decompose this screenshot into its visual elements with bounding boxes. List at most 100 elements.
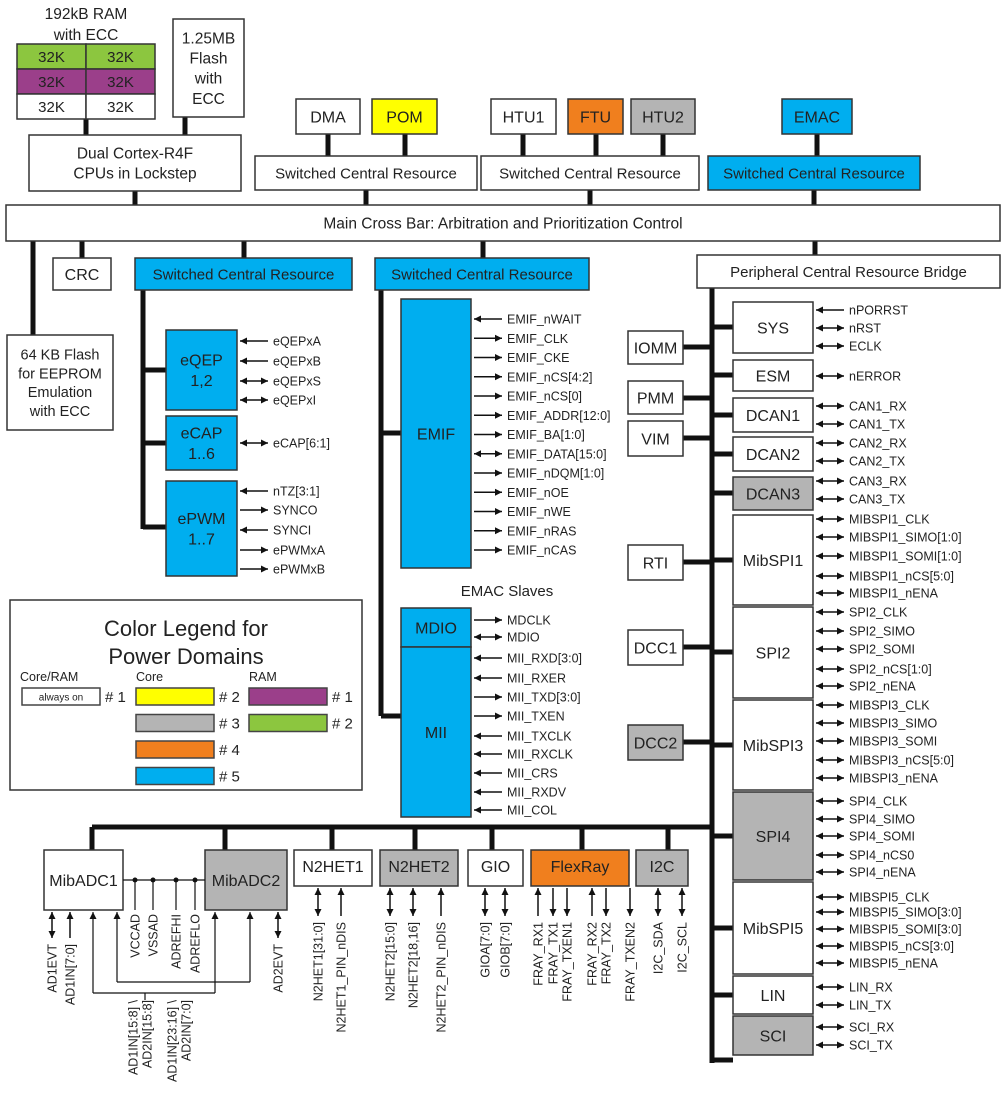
signal-label: MDIO xyxy=(507,631,540,645)
signal-label: MII_CRS xyxy=(507,767,558,781)
signal-label: FRAY_RX1 xyxy=(532,922,546,986)
arrow-head xyxy=(837,533,844,541)
arrow-head xyxy=(837,457,844,465)
signal-label: MII_TXD[3:0] xyxy=(507,691,581,705)
block-scr3 xyxy=(707,155,921,191)
signal-label: AD1IN[7:0] xyxy=(64,944,78,1005)
ram-title: with ECC xyxy=(53,27,119,44)
signal-label: MIBSPI1_SIMO[1:0] xyxy=(849,531,962,545)
signal-label: MIBSPI1_CLK xyxy=(849,513,930,527)
arrow-head xyxy=(837,572,844,580)
arrow-head xyxy=(409,909,417,916)
arrow-head xyxy=(816,420,823,428)
signal-label: LIN_TX xyxy=(849,999,892,1013)
block-label-flash: Flash xyxy=(190,51,228,68)
arrow-head xyxy=(261,396,268,404)
adc-shared-label: AD1IN[23:16] \ xyxy=(166,999,180,1082)
arrow-head xyxy=(816,495,823,503)
arrow-head xyxy=(588,888,596,895)
arrow-head xyxy=(837,959,844,967)
signal-label: MIBSPI1_nCS[5:0] xyxy=(849,570,954,584)
arrow-head xyxy=(474,806,481,814)
arrow-head xyxy=(481,888,489,895)
arrow-head xyxy=(501,888,509,895)
block-label-htu1: HTU1 xyxy=(503,109,545,126)
block-label-cpu: Dual Cortex-R4F xyxy=(77,146,193,163)
signal-label: SPI4_nCS0 xyxy=(849,849,914,863)
block-label-flash64: with ECC xyxy=(29,404,90,420)
arrow-head xyxy=(495,354,502,361)
arrow-head xyxy=(495,450,502,458)
block-label-dcc2: DCC2 xyxy=(634,735,678,752)
signal-label: MII_RXD[3:0] xyxy=(507,652,582,666)
arrow-head xyxy=(816,306,823,314)
arrow-head xyxy=(409,888,417,895)
block-pmm xyxy=(627,380,684,415)
arrow-head xyxy=(534,888,542,895)
block-label-mibadc2: MibADC2 xyxy=(212,873,281,890)
block-flash xyxy=(172,18,245,118)
signal-label: FRAY_TX1 xyxy=(547,922,561,984)
arrow-head xyxy=(314,909,322,916)
arrow-head xyxy=(837,701,844,709)
block-label-dcc1: DCC1 xyxy=(634,640,678,657)
signal-label: N2HET2_PIN_nDIS xyxy=(435,922,449,1032)
arrow-head xyxy=(211,912,219,919)
block-label-flash: ECC xyxy=(192,91,225,108)
legend-entry-label: # 2 xyxy=(332,716,353,733)
arrow-head xyxy=(837,608,844,616)
legend-title: Color Legend for xyxy=(104,616,268,641)
arrow-head xyxy=(837,420,844,428)
block-mibadc1 xyxy=(43,849,124,911)
signal-label: I2C_SCL xyxy=(676,922,690,973)
block-label-scr2: Switched Central Resource xyxy=(499,165,681,182)
arrow-head xyxy=(816,627,823,635)
block-label-flexray: FlexRay xyxy=(551,859,610,876)
signal-label: MIBSPI3_nENA xyxy=(849,772,939,786)
signal-label: MII_COL xyxy=(507,804,557,818)
block-cpu xyxy=(28,134,242,192)
signal-label: ePWMxB xyxy=(273,563,325,577)
block-lin xyxy=(732,975,814,1015)
arrow-head xyxy=(816,608,823,616)
block-scr1 xyxy=(254,155,478,191)
signal-label: EMIF_nCAS xyxy=(507,544,576,558)
arrow-head xyxy=(654,888,662,895)
arrow-head xyxy=(837,942,844,950)
arrow-head xyxy=(626,909,634,916)
block-label-n2het2: N2HET2 xyxy=(388,859,449,876)
signal-label: MII_RXCLK xyxy=(507,748,574,762)
arrow-head xyxy=(816,774,823,782)
legend-swatch xyxy=(135,740,215,759)
signal-label: EMIF_BA[1:0] xyxy=(507,428,585,442)
arrow-head xyxy=(495,693,502,701)
arrow-head xyxy=(261,546,268,554)
block-emif xyxy=(400,298,472,569)
arrow-head xyxy=(837,832,844,840)
block-gio xyxy=(467,849,524,887)
signal-label: FRAY_TXEN2 xyxy=(624,922,638,1002)
signal-label: EMIF_nOE xyxy=(507,486,569,500)
signal-label: N2HET1_PIN_nDIS xyxy=(335,922,349,1032)
ram-bank-label: 32K xyxy=(107,99,134,116)
block-emac xyxy=(781,98,853,135)
block-flash64 xyxy=(6,334,114,431)
block-scr5 xyxy=(374,257,590,291)
legend-column-label: RAM xyxy=(249,670,277,684)
block-label-mibspi3: MibSPI3 xyxy=(743,738,804,755)
arrow-head xyxy=(240,337,247,345)
signal-label: MIBSPI3_SIMO xyxy=(849,717,937,731)
signal-label: MIBSPI5_SIMO[3:0] xyxy=(849,906,962,920)
signal-label: SPI4_SIMO xyxy=(849,813,915,827)
arrow-head xyxy=(816,815,823,823)
arrow-head xyxy=(495,633,502,641)
arrow-head xyxy=(837,1001,844,1009)
signal-label: ECLK xyxy=(849,340,882,354)
block-label-dcan3: DCAN3 xyxy=(746,486,800,503)
signal-label: nTZ[3:1] xyxy=(273,485,320,499)
arrow-head xyxy=(837,372,844,380)
signal-label: CAN2_TX xyxy=(849,455,906,469)
signal-label: CAN2_RX xyxy=(849,437,907,451)
signal-label: SPI4_nENA xyxy=(849,866,916,880)
signal-label: MIBSPI5_SOMI[3:0] xyxy=(849,923,962,937)
